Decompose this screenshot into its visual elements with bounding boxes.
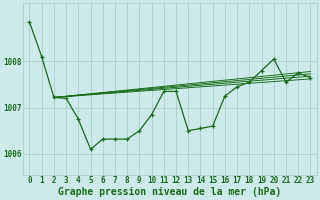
X-axis label: Graphe pression niveau de la mer (hPa): Graphe pression niveau de la mer (hPa) [58, 186, 282, 197]
